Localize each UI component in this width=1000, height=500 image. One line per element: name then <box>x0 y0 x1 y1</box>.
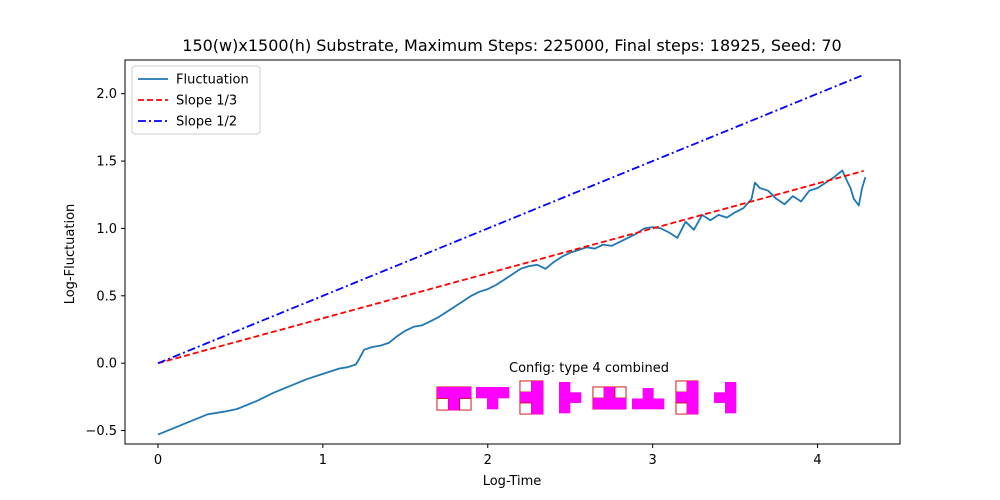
config-shape-cell <box>531 381 544 393</box>
legend: Fluctuation Slope 1/3 Slope 1/2 <box>131 65 261 135</box>
config-shape-cell <box>531 392 544 404</box>
config-shape-cell <box>593 398 605 410</box>
config-shape-cell <box>687 392 699 404</box>
series-line-slope-1-3 <box>157 170 864 365</box>
config-shape-cell <box>604 398 616 410</box>
config-shape-cell <box>725 392 737 403</box>
config-annotation: Config: type 4 combined <box>509 361 669 376</box>
config-shape-cell <box>725 382 737 393</box>
config-shape-cell <box>559 392 571 403</box>
series-line-fluctuation <box>157 169 867 436</box>
config-shape-cell <box>725 402 737 414</box>
config-shape-cell <box>459 387 472 399</box>
config-shape-cell <box>559 402 571 414</box>
x-tick-label: 3 <box>649 453 657 468</box>
series-line-slope-1-2 <box>157 73 865 365</box>
config-shape-t-piece-right <box>559 382 582 414</box>
config-shape-cell <box>615 398 627 410</box>
config-shape-cell <box>520 392 532 404</box>
config-shape-t-piece-vertical-framed <box>519 380 544 415</box>
config-shape-empty-cell <box>459 398 472 411</box>
config-shape-cell <box>498 387 510 399</box>
y-tick-label: 1.0 <box>96 222 117 237</box>
legend-label: Slope 1/2 <box>176 115 237 130</box>
x-axis-ticks: 0 1 2 3 4 <box>154 444 822 468</box>
y-tick-label: 1.5 <box>96 155 117 170</box>
y-tick-label: 2.0 <box>96 87 117 102</box>
chart-title: 150(w)x1500(h) Substrate, Maximum Steps:… <box>182 36 841 55</box>
config-shape-t-piece-up-framed <box>592 386 627 410</box>
config-shape-cell <box>531 403 544 415</box>
config-shape-empty-cell <box>436 398 449 411</box>
config-shape-cell <box>476 387 488 399</box>
config-shape-empty-cell <box>675 402 688 415</box>
config-shape-cell <box>448 387 460 399</box>
config-shape-empty-cell <box>592 386 605 399</box>
legend-label: Fluctuation <box>176 73 249 88</box>
config-shape-cell <box>653 398 665 410</box>
config-shape-t-piece-up <box>632 388 665 410</box>
config-shape-cell <box>437 387 449 399</box>
y-tick-label: 0.5 <box>96 289 117 304</box>
plot-frame <box>124 59 901 445</box>
config-shape-t-piece-framed <box>436 386 472 411</box>
config-shape-cell <box>642 398 654 410</box>
config-shape-cell <box>714 392 726 403</box>
config-shape-cell <box>559 382 571 393</box>
config-shape-cell <box>687 381 699 393</box>
x-tick-label: 4 <box>813 453 821 468</box>
config-shape-cell <box>687 403 699 415</box>
config-shape-cell <box>642 388 654 399</box>
config-shape-t-piece-left-framed <box>675 380 699 415</box>
plot-area <box>157 73 867 436</box>
config-shape-empty-cell <box>614 386 627 399</box>
config-shape-t-piece-down <box>476 387 510 410</box>
y-axis-ticks: −0.5 0.0 0.5 1.0 1.5 2.0 <box>85 87 125 439</box>
config-shape-empty-cell <box>519 380 532 393</box>
y-tick-label: −0.5 <box>85 424 117 439</box>
config-shape-cell <box>632 398 643 410</box>
y-tick-label: 0.0 <box>96 357 117 372</box>
config-shape-empty-cell <box>675 380 688 393</box>
x-tick-label: 1 <box>319 453 327 468</box>
legend-label: Slope 1/3 <box>176 94 237 109</box>
config-shape-cell <box>487 387 499 399</box>
config-shape-t-piece-left <box>714 382 737 414</box>
config-shapes <box>436 380 737 415</box>
legend-box <box>131 65 261 135</box>
config-shape-empty-cell <box>519 402 532 415</box>
config-shape-cell <box>570 392 582 403</box>
x-tick-label: 2 <box>484 453 492 468</box>
config-shape-cell <box>604 387 616 399</box>
config-shape-cell <box>448 398 460 411</box>
config-shape-cell <box>487 398 499 410</box>
x-tick-label: 0 <box>154 453 162 468</box>
y-axis-label: Log-Fluctuation <box>63 204 78 305</box>
config-shape-cell <box>676 392 688 404</box>
x-axis-label: Log-Time <box>483 474 542 489</box>
